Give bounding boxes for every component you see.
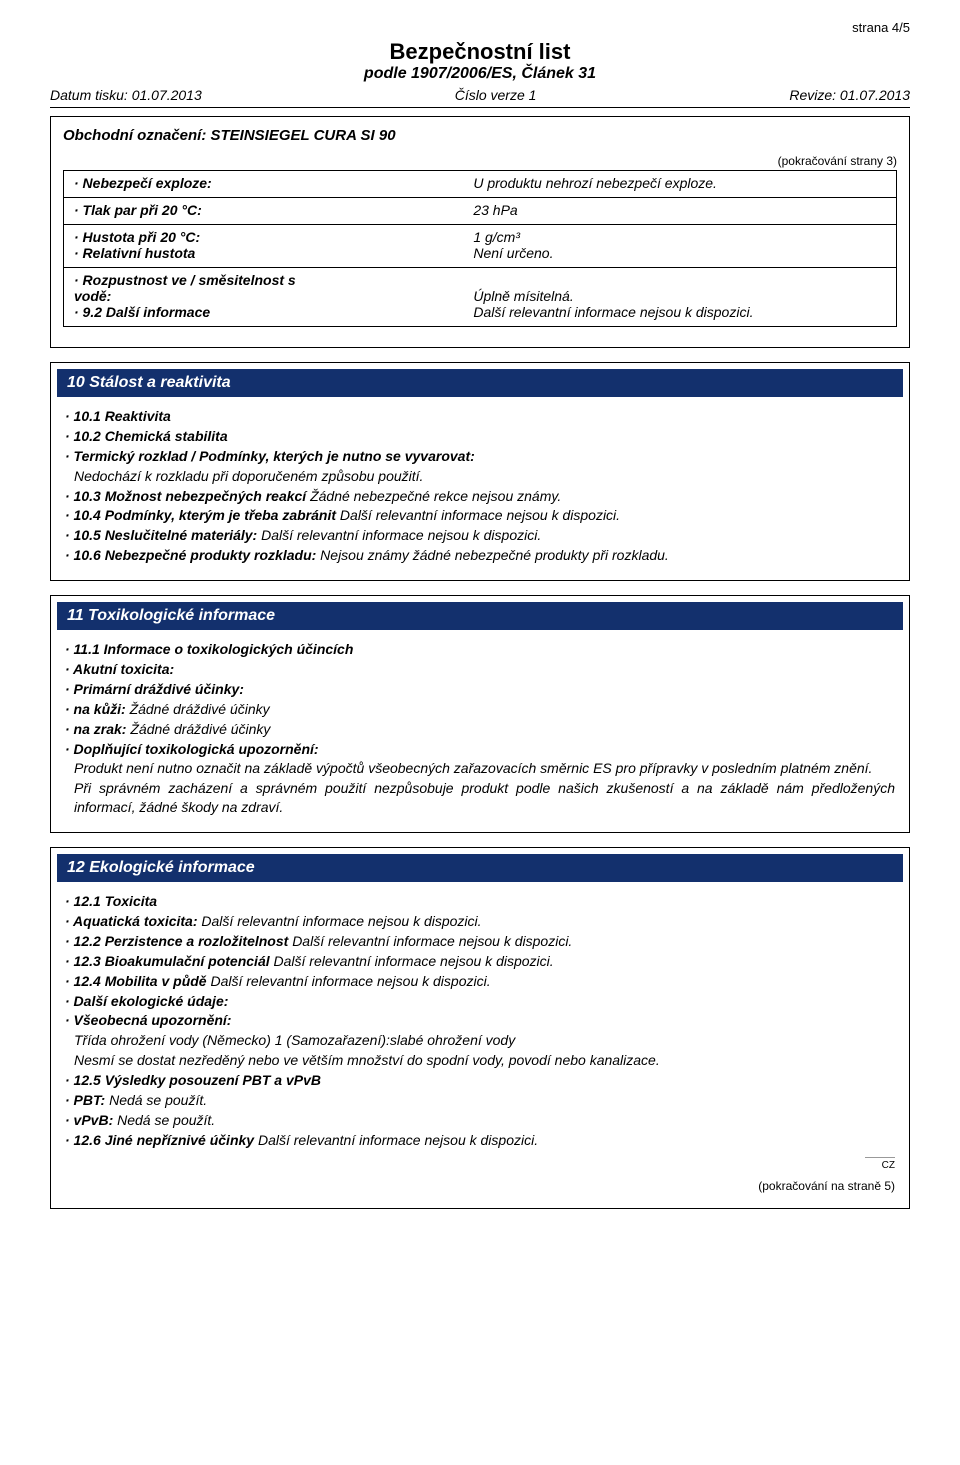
s12-line: · Další ekologické údaje:: [65, 993, 228, 1009]
section-10: 10 Stálost a reaktivita · 10.1 Reaktivit…: [50, 362, 910, 581]
s11-line: · Primární dráždivé účinky:: [65, 681, 244, 697]
continuation-from: (pokračování strany 3): [63, 154, 897, 168]
s12-line: · Všeobecná upozornění:: [65, 1012, 231, 1028]
table-row: · Tlak par při 20 °C: 23 hPa: [64, 198, 897, 225]
table-row: · Hustota při 20 °C: · Relativní hustota…: [64, 225, 897, 268]
s11-line: · na zrak:: [65, 721, 130, 737]
meta-row: Datum tisku: 01.07.2013 Číslo verze 1 Re…: [50, 87, 910, 108]
s12-line: · PBT:: [65, 1092, 109, 1108]
s11-text: Při správném zacházení a správném použit…: [65, 779, 895, 817]
section-header: 11 Toxikologické informace: [57, 602, 903, 630]
continuation-to: (pokračování na straně 5): [65, 1178, 895, 1194]
version-number: Číslo verze 1: [455, 87, 537, 103]
revision-date: Revize: 01.07.2013: [789, 87, 910, 103]
s12-line: · 12.4 Mobilita v půdě: [65, 973, 210, 989]
section-12: 12 Ekologické informace · 12.1 Toxicita …: [50, 847, 910, 1209]
s12-text: Nedá se použít.: [117, 1112, 215, 1128]
property-label: · Nebezpečí exploze:: [64, 171, 464, 198]
s12-text: Další relevantní informace nejsou k disp…: [292, 933, 572, 949]
page-number: strana 4/5: [50, 20, 910, 35]
section-11: 11 Toxikologické informace · 11.1 Inform…: [50, 595, 910, 833]
s12-line: · 12.1 Toxicita: [65, 893, 157, 909]
s10-line: · 10.4 Podmínky, kterým je třeba zabráni…: [65, 507, 340, 523]
property-value: 1 g/cm³ Není určeno.: [463, 225, 896, 268]
section-header: 10 Stálost a reaktivita: [57, 369, 903, 397]
s10-text: Nedochází k rozkladu při doporučeném způ…: [65, 467, 895, 486]
properties-section: Obchodní označení: STEINSIEGEL CURA SI 9…: [50, 116, 910, 348]
s10-line: · 10.1 Reaktivita: [65, 408, 171, 424]
s12-text: Další relevantní informace nejsou k disp…: [258, 1132, 538, 1148]
property-label: · Tlak par při 20 °C:: [64, 198, 464, 225]
s12-line: · 12.5 Výsledky posouzení PBT a vPvB: [65, 1072, 321, 1088]
table-row: · Rozpustnost ve / směsitelnost s vodě: …: [64, 268, 897, 327]
s10-line: · 10.3 Možnost nebezpečných reakcí: [65, 488, 310, 504]
s12-text: Nedá se použít.: [109, 1092, 207, 1108]
s12-line: · 12.2 Perzistence a rozložitelnost: [65, 933, 292, 949]
s10-text: Další relevantní informace nejsou k disp…: [340, 507, 620, 523]
product-name: Obchodní označení: STEINSIEGEL CURA SI 9…: [63, 127, 897, 144]
s11-line: · Akutní toxicita:: [65, 661, 174, 677]
section-header: 12 Ekologické informace: [57, 854, 903, 882]
document-title: Bezpečnostní list: [50, 39, 910, 65]
s12-line: · 12.3 Bioakumulační potenciál: [65, 953, 274, 969]
s11-line: · na kůži:: [65, 701, 130, 717]
s11-line: · Doplňující toxikologická upozornění:: [65, 741, 319, 757]
property-label: · Rozpustnost ve / směsitelnost s vodě: …: [64, 268, 464, 327]
s12-text: Další relevantní informace nejsou k disp…: [210, 973, 490, 989]
country-code: CZ: [865, 1157, 895, 1173]
s12-text: Nesmí se dostat nezředěný nebo ve větším…: [65, 1051, 895, 1070]
s12-text: Další relevantní informace nejsou k disp…: [201, 913, 481, 929]
s11-line: · 11.1 Informace o toxikologických účinc…: [65, 641, 353, 657]
s12-line: · Aquatická toxicita:: [65, 913, 201, 929]
s11-text: Žádné dráždivé účinky: [130, 721, 270, 737]
s10-text: Žádné nebezpečné rekce nejsou známy.: [310, 488, 561, 504]
properties-table: · Nebezpečí exploze: U produktu nehrozí …: [63, 170, 897, 327]
s10-line: · 10.5 Neslučitelné materiály:: [65, 527, 261, 543]
property-value: 23 hPa: [463, 198, 896, 225]
s10-line: · 10.6 Nebezpečné produkty rozkladu:: [65, 547, 320, 563]
s11-text: Žádné dráždivé účinky: [130, 701, 270, 717]
s10-text: Nejsou známy žádné nebezpečné produkty p…: [320, 547, 669, 563]
s11-text: Produkt není nutno označit na základě vý…: [65, 759, 895, 778]
s10-line: · 10.2 Chemická stabilita: [65, 428, 228, 444]
s12-line: · vPvB:: [65, 1112, 117, 1128]
s12-line: · 12.6 Jiné nepříznivé účinky: [65, 1132, 258, 1148]
s10-text: Další relevantní informace nejsou k disp…: [261, 527, 541, 543]
property-value: U produktu nehrozí nebezpečí exploze.: [463, 171, 896, 198]
property-value: Úplně mísitelná. Další relevantní inform…: [463, 268, 896, 327]
document-subtitle: podle 1907/2006/ES, Článek 31: [50, 65, 910, 83]
property-label: · Hustota při 20 °C: · Relativní hustota: [64, 225, 464, 268]
s12-text: Třída ohrožení vody (Německo) 1 (Samozař…: [65, 1031, 895, 1050]
s12-text: Další relevantní informace nejsou k disp…: [274, 953, 554, 969]
s10-line: · Termický rozklad / Podmínky, kterých j…: [65, 448, 475, 464]
table-row: · Nebezpečí exploze: U produktu nehrozí …: [64, 171, 897, 198]
print-date: Datum tisku: 01.07.2013: [50, 87, 202, 103]
